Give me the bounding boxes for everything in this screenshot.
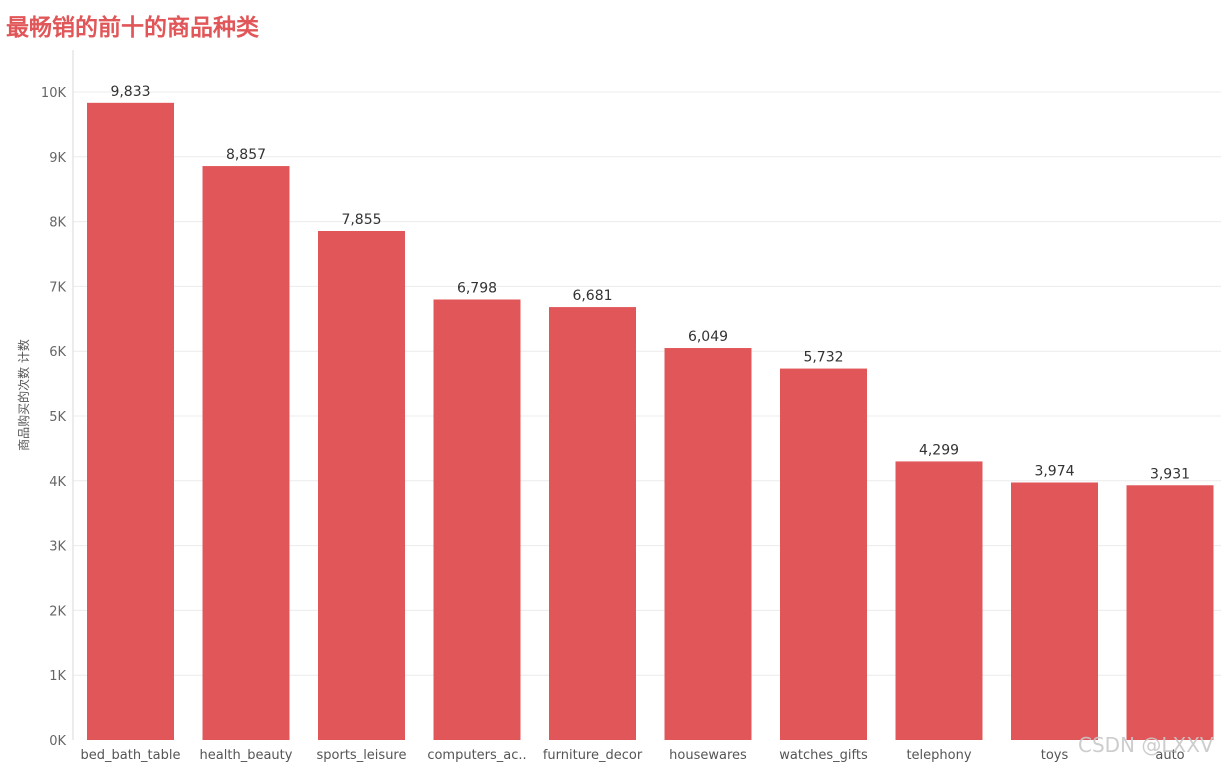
bar: [318, 230, 405, 740]
bar: [87, 102, 174, 741]
bar: [1126, 485, 1214, 740]
bar: [664, 348, 752, 740]
data-label: 9,833: [110, 84, 150, 100]
y-tick-label: 8K: [49, 216, 66, 231]
data-label: 5,732: [803, 350, 843, 366]
x-tick-label: auto: [1155, 748, 1184, 763]
data-label: 4,299: [919, 442, 959, 458]
data-label: 6,049: [688, 329, 728, 345]
y-tick-label: 5K: [49, 410, 66, 425]
y-tick-label: 9K: [49, 151, 66, 166]
chart-title: 最畅销的前十的商品种类: [6, 15, 259, 41]
y-tick-label: 3K: [49, 540, 66, 555]
data-label: 8,857: [226, 147, 266, 163]
y-tick-label: 1K: [49, 669, 66, 684]
bar: [202, 166, 290, 740]
x-tick-label: furniture_decor: [543, 748, 643, 763]
y-tick-label: 4K: [49, 475, 66, 490]
data-label: 3,974: [1034, 463, 1074, 479]
data-label: 3,931: [1150, 466, 1190, 482]
x-tick-label: housewares: [669, 748, 747, 763]
x-tick-label: bed_bath_table: [81, 748, 181, 763]
y-tick-label: 10K: [41, 86, 67, 101]
y-tick-label: 2K: [49, 604, 66, 619]
watermark: CSDN @LXXV: [1078, 733, 1214, 757]
data-label: 6,681: [572, 288, 612, 304]
y-tick-label: 7K: [49, 280, 66, 295]
bar: [433, 299, 521, 740]
bar: [1011, 482, 1098, 740]
bar: [895, 461, 983, 740]
y-axis-title: 商品购买的次数 计数: [16, 339, 31, 451]
x-tick-label: health_beauty: [200, 748, 293, 763]
x-tick-label: toys: [1041, 748, 1069, 763]
y-tick-label: 0K: [49, 734, 66, 749]
x-tick-label: sports_leisure: [317, 748, 407, 763]
x-tick-label: computers_ac..: [427, 748, 526, 763]
y-tick-label: 6K: [49, 345, 66, 360]
bar: [549, 307, 636, 740]
bar: [780, 368, 867, 740]
x-tick-label: telephony: [906, 748, 971, 763]
data-label: 7,855: [341, 212, 381, 228]
data-label: 6,798: [457, 280, 497, 296]
x-tick-label: watches_gifts: [779, 748, 868, 763]
